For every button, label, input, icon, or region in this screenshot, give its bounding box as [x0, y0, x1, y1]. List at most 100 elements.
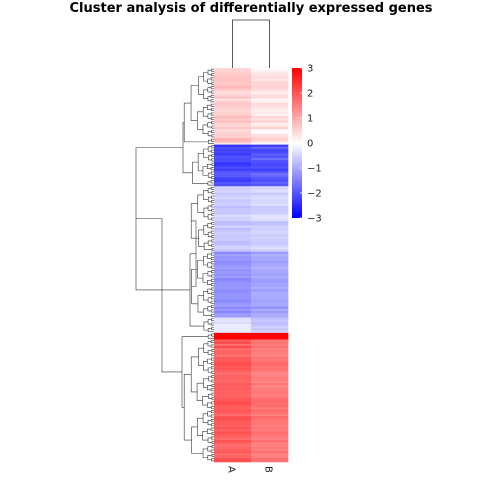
heatmap-cell: [214, 159, 252, 163]
heatmap-cell: [251, 210, 289, 213]
heatmap-cell: [214, 249, 252, 253]
row-dendrogram-branch: [210, 77, 214, 81]
row-dendrogram-branch: [211, 274, 214, 278]
color-legend: 3 2 1 0 −1 −2 −3: [292, 64, 322, 225]
heatmap-cell: [251, 256, 289, 259]
heatmap-cell: [214, 92, 252, 95]
heatmap-cell: [251, 157, 289, 161]
heatmap-cell: [251, 394, 289, 397]
row-dendrogram-branch: [211, 292, 214, 295]
heatmap-cell: [214, 190, 252, 194]
heatmap-cell: [251, 192, 289, 196]
row-dendrogram-branch: [206, 164, 212, 169]
row-dendrogram-branch: [202, 166, 209, 176]
heatmap-cell: [214, 341, 252, 345]
heatmap-cell: [251, 363, 289, 366]
heatmap-cell: [214, 389, 252, 393]
row-dendrogram-branch: [211, 327, 214, 330]
heatmap-cell: [214, 175, 252, 178]
heatmap-cell: [251, 72, 289, 75]
row-dendrogram-branch: [211, 375, 214, 379]
row-dendrogram-branch: [211, 222, 214, 225]
heatmap-cell: [214, 142, 252, 145]
heatmap-cell: [214, 260, 252, 264]
row-dendrogram-branch: [210, 167, 214, 171]
heatmap-cell: [214, 89, 252, 93]
heatmap-cell: [214, 111, 252, 115]
heatmap-cell: [251, 142, 289, 145]
heatmap-cell: [214, 216, 252, 220]
heatmap-cell: [251, 402, 289, 406]
row-dendrogram-branch: [211, 108, 214, 111]
heatmap-cell: [251, 113, 289, 117]
heatmap-cell: [251, 361, 289, 364]
heatmap-cell: [251, 238, 289, 242]
heatmap-cell: [214, 186, 252, 189]
row-dendrogram-branch: [211, 265, 214, 269]
heatmap-cell: [251, 138, 289, 141]
colorbar-tick-label: −1: [307, 164, 322, 175]
heatmap-cell: [214, 354, 252, 358]
row-dendrogram-branch: [211, 149, 214, 153]
heatmap-cell: [251, 442, 289, 445]
row-dendrogram-branch: [207, 411, 212, 417]
heatmap-cell: [251, 431, 289, 434]
row-dendrogram-branch: [210, 427, 214, 431]
row-dendrogram-branch: [211, 138, 214, 142]
heatmap-cell: [251, 85, 289, 88]
heatmap-cell: [214, 201, 252, 205]
heatmap-cell: [251, 383, 289, 386]
row-dendrogram-branch: [210, 204, 214, 208]
row-dendrogram-branch: [208, 155, 212, 161]
heatmap-cell: [251, 319, 289, 323]
heatmap-cell: [251, 280, 289, 283]
row-dendrogram-branch: [211, 191, 214, 195]
heatmap-cell: [214, 335, 252, 338]
heatmap-cell: [251, 103, 289, 106]
row-dendrogram-branch: [211, 401, 214, 405]
heatmap-cell: [214, 431, 252, 434]
heatmap-cell: [214, 387, 252, 391]
row-dendrogram-branch: [190, 356, 199, 393]
heatmap-cell: [214, 422, 252, 426]
heatmap-cell: [251, 459, 289, 463]
heatmap-cell: [251, 98, 289, 102]
heatmap-cell: [214, 313, 252, 316]
heatmap-cell: [214, 262, 252, 266]
heatmap-cell: [251, 444, 289, 447]
heatmap-cell: [251, 221, 289, 224]
row-dendrogram-branch: [210, 86, 214, 90]
heatmap-cell: [214, 381, 252, 384]
row-dendrogram-branch: [211, 145, 214, 149]
heatmap-cell: [251, 289, 289, 292]
heatmap-cell: [214, 400, 252, 404]
row-dendrogram-branch: [207, 181, 214, 186]
heatmap-cell: [214, 374, 252, 377]
row-dendrogram-branch: [207, 341, 212, 347]
heatmap-cell: [214, 168, 252, 172]
heatmap-cell: [251, 354, 289, 358]
heatmap-cell: [214, 356, 252, 360]
heatmap-cell: [251, 199, 289, 202]
row-dendrogram-branch: [211, 208, 214, 212]
row-dendrogram-branch: [211, 226, 214, 230]
row-dendrogram-branch: [211, 348, 214, 352]
colorbar-tick-label: 3: [307, 64, 313, 75]
heatmap-cell: [251, 168, 289, 172]
row-dendrogram-branch: [211, 217, 214, 221]
heatmap-cell: [251, 265, 289, 268]
row-dendrogram-branch: [211, 130, 214, 133]
row-dendrogram-branch: [208, 393, 212, 399]
row-dendrogram-branch: [211, 397, 214, 400]
heatmap-cell: [214, 122, 252, 126]
heatmap-cell: [251, 286, 289, 290]
row-dendrogram-branch: [211, 445, 214, 449]
heatmap-cell: [214, 383, 252, 386]
heatmap-cell: [214, 453, 252, 456]
heatmap-cell: [251, 381, 289, 384]
heatmap-cell: [251, 396, 289, 399]
heatmap-cell: [214, 269, 252, 272]
row-dendrogram-branch: [211, 454, 214, 457]
heatmap-cell: [251, 111, 289, 115]
